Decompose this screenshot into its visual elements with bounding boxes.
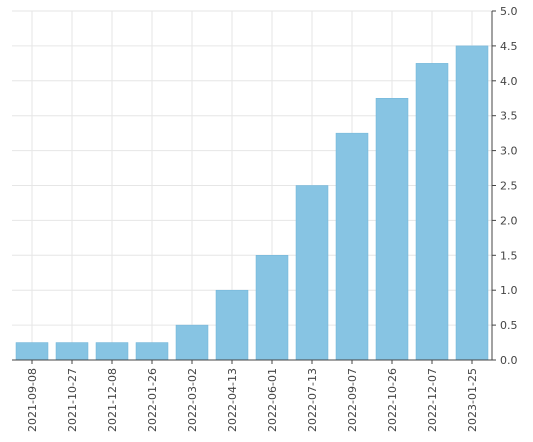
y-tick-label: 4.0 xyxy=(500,75,518,88)
bar-2022-10-26 xyxy=(375,98,409,361)
bar-2021-10-27 xyxy=(55,342,89,361)
bar-2022-01-26 xyxy=(135,342,169,361)
y-tick-label: 0.5 xyxy=(500,319,518,332)
bar-2022-12-07 xyxy=(415,63,449,361)
bar-2022-09-07 xyxy=(335,132,369,361)
x-tick-label: 2022-09-07 xyxy=(346,368,359,432)
y-axis-ticks: 0.0 0.5 1.0 1.5 2.0 2.5 3.0 3.5 4.0 4.5 5.0 xyxy=(492,5,518,367)
y-tick-label: 2.0 xyxy=(500,214,518,227)
y-tick-label: 1.5 xyxy=(500,249,518,262)
y-tick-label: 3.0 xyxy=(500,145,518,158)
bar-2021-09-08 xyxy=(15,342,49,361)
x-tick-label: 2022-10-26 xyxy=(386,368,399,432)
bar-2022-04-13 xyxy=(215,289,249,361)
bar-2023-01-25 xyxy=(455,45,489,361)
x-tick-label: 2022-07-13 xyxy=(306,368,319,432)
x-tick-label: 2022-03-02 xyxy=(186,368,199,432)
x-axis-ticks: 2021-09-08 2021-10-27 2021-12-08 2022-01-26… xyxy=(26,360,479,432)
x-tick-label: 2022-06-01 xyxy=(266,368,279,432)
bar-2022-06-01 xyxy=(255,255,289,361)
x-tick-label: 2021-12-08 xyxy=(106,368,119,432)
bar-2021-12-08 xyxy=(95,342,129,361)
x-tick-label: 2021-09-08 xyxy=(26,368,39,432)
x-tick-label: 2022-12-07 xyxy=(426,368,439,432)
x-tick-label: 2021-10-27 xyxy=(66,368,79,432)
x-tick-label: 2023-01-25 xyxy=(466,368,479,432)
bar-2022-07-13 xyxy=(295,185,329,361)
x-tick-label: 2022-01-26 xyxy=(146,368,159,432)
y-tick-label: 5.0 xyxy=(500,5,518,18)
y-tick-label: 2.5 xyxy=(500,180,518,193)
bar-2022-03-02 xyxy=(175,324,209,361)
y-tick-label: 0.0 xyxy=(500,354,518,367)
x-tick-label: 2022-04-13 xyxy=(226,368,239,432)
y-tick-label: 3.5 xyxy=(500,110,518,123)
y-tick-label: 4.5 xyxy=(500,40,518,53)
bars xyxy=(15,45,489,361)
y-tick-label: 1.0 xyxy=(500,284,518,297)
